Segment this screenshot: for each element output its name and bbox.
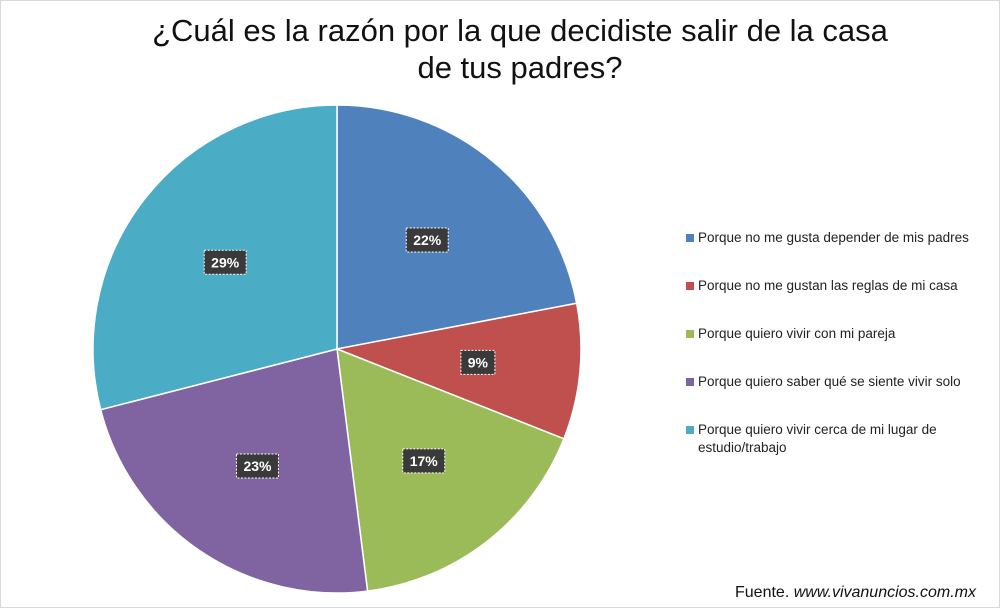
data-label-text: 29%	[211, 254, 240, 270]
legend-swatch	[686, 378, 694, 386]
slice-data-label: 17%	[402, 448, 446, 474]
legend-label: Porque quiero vivir cerca de mi lugar de…	[698, 422, 937, 455]
legend-item: Porque quiero vivir cerca de mi lugar de…	[686, 421, 978, 457]
pie-slice	[336, 104, 578, 350]
data-label-box	[203, 249, 247, 275]
slice-data-label: 22%	[405, 227, 449, 253]
source-note: Fuente. www.vivanuncios.com.mx	[735, 584, 976, 602]
data-label-text: 17%	[410, 453, 439, 469]
chart-title-line-1: ¿Cuál es la razón por la que decidiste s…	[152, 13, 888, 48]
data-label-box	[235, 453, 279, 479]
slice-data-label: 23%	[235, 453, 279, 479]
legend-item: Porque quiero saber qué se siente vivir …	[686, 373, 978, 391]
legend-label: Porque no me gusta depender de mis padre…	[698, 230, 969, 245]
data-label-box	[402, 448, 446, 474]
data-label-text: 23%	[243, 458, 272, 474]
data-label-box	[405, 227, 449, 253]
legend-label: Porque quiero saber qué se siente vivir …	[698, 374, 961, 389]
legend-swatch	[686, 282, 694, 290]
slice-data-label: 29%	[203, 249, 247, 275]
legend-label: Porque quiero vivir con mi pareja	[698, 326, 896, 341]
legend-label: Porque no me gustan las reglas de mi cas…	[698, 278, 958, 293]
legend-item: Porque no me gustan las reglas de mi cas…	[686, 277, 978, 295]
slice-data-label: 9%	[460, 349, 496, 375]
pie-slice	[334, 302, 582, 440]
legend-item: Porque quiero vivir con mi pareja	[686, 325, 978, 343]
pie-slice	[336, 347, 565, 592]
source-url: www.vivanuncios.com.mx	[793, 584, 976, 601]
legend-swatch	[686, 330, 694, 338]
data-label-text: 9%	[468, 354, 489, 370]
data-label-text: 22%	[413, 232, 442, 248]
source-prefix: Fuente.	[735, 584, 790, 601]
legend-item: Porque no me gusta depender de mis padre…	[686, 229, 978, 247]
chart-title: ¿Cuál es la razón por la que decidiste s…	[20, 12, 1000, 86]
pie-slice	[99, 348, 369, 594]
chart-title-line-2: de tus padres?	[417, 50, 623, 85]
legend-swatch	[686, 234, 694, 242]
legend-swatch	[686, 426, 694, 434]
data-label-box	[460, 349, 496, 375]
